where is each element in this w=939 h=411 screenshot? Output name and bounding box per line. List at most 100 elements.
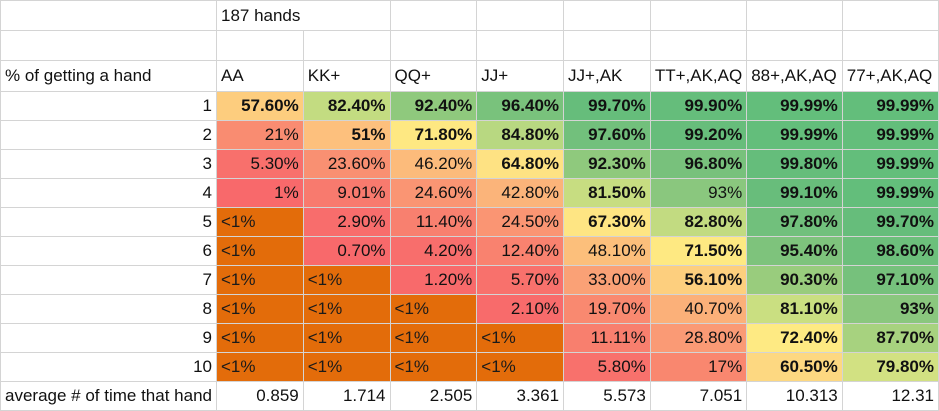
probability-cell[interactable]: 98.60% bbox=[841, 236, 939, 266]
probability-cell[interactable]: <1% bbox=[476, 352, 565, 382]
probability-cell[interactable]: 9.01% bbox=[302, 178, 391, 208]
probability-cell[interactable]: 33.00% bbox=[563, 265, 651, 295]
probability-cell[interactable]: 97.60% bbox=[563, 120, 651, 150]
probability-cell[interactable]: 99.99% bbox=[841, 91, 939, 121]
probability-cell[interactable]: 81.50% bbox=[563, 178, 651, 208]
probability-cell[interactable]: <1% bbox=[302, 323, 391, 353]
average-label-cell[interactable]: average # of time that hand bbox=[0, 381, 217, 411]
probability-cell[interactable]: 24.50% bbox=[476, 207, 565, 237]
probability-cell[interactable]: <1% bbox=[215, 352, 304, 382]
column-header-cell[interactable]: 77+,AK,AQ bbox=[841, 60, 939, 92]
probability-cell[interactable]: 56.10% bbox=[649, 265, 748, 295]
probability-cell[interactable]: 42.80% bbox=[476, 178, 565, 208]
probability-cell[interactable]: 40.70% bbox=[649, 294, 748, 324]
probability-cell[interactable]: 99.10% bbox=[746, 178, 843, 208]
row-number-cell[interactable]: 5 bbox=[0, 207, 217, 237]
probability-cell[interactable]: 2.90% bbox=[302, 207, 391, 237]
row-number-cell[interactable]: 2 bbox=[0, 120, 217, 150]
column-header-cell[interactable]: TT+,AK,AQ bbox=[649, 60, 748, 92]
row-number-cell[interactable]: 3 bbox=[0, 149, 217, 179]
cell-empty[interactable] bbox=[215, 30, 304, 61]
probability-cell[interactable]: 87.70% bbox=[841, 323, 939, 353]
probability-cell[interactable]: 2.10% bbox=[476, 294, 565, 324]
probability-cell[interactable]: 99.99% bbox=[841, 178, 939, 208]
probability-cell[interactable]: 92.30% bbox=[563, 149, 651, 179]
probability-cell[interactable]: 82.80% bbox=[649, 207, 748, 237]
probability-cell[interactable]: <1% bbox=[215, 236, 304, 266]
average-value-cell[interactable]: 3.361 bbox=[476, 381, 565, 411]
cell-empty[interactable] bbox=[841, 0, 939, 31]
column-header-cell[interactable]: QQ+ bbox=[389, 60, 478, 92]
probability-cell[interactable]: 5.80% bbox=[563, 352, 651, 382]
probability-cell[interactable]: 99.20% bbox=[649, 120, 748, 150]
row-number-cell[interactable]: 4 bbox=[0, 178, 217, 208]
row-number-cell[interactable]: 7 bbox=[0, 265, 217, 295]
probability-cell[interactable]: 99.99% bbox=[746, 120, 843, 150]
probability-cell[interactable]: 99.80% bbox=[746, 149, 843, 179]
probability-cell[interactable]: 17% bbox=[649, 352, 748, 382]
probability-cell[interactable]: 1.20% bbox=[389, 265, 478, 295]
cell-empty[interactable] bbox=[302, 30, 391, 61]
cell-empty[interactable] bbox=[746, 30, 843, 61]
probability-cell[interactable]: 84.80% bbox=[476, 120, 565, 150]
probability-cell[interactable]: <1% bbox=[389, 294, 478, 324]
probability-cell[interactable]: <1% bbox=[389, 352, 478, 382]
average-value-cell[interactable]: 0.859 bbox=[215, 381, 304, 411]
probability-cell[interactable]: 51% bbox=[302, 120, 391, 150]
probability-cell[interactable]: 82.40% bbox=[302, 91, 391, 121]
probability-cell[interactable]: 96.80% bbox=[649, 149, 748, 179]
probability-cell[interactable]: 21% bbox=[215, 120, 304, 150]
column-header-cell[interactable]: KK+ bbox=[302, 60, 391, 92]
probability-cell[interactable]: 23.60% bbox=[302, 149, 391, 179]
probability-cell[interactable]: 71.50% bbox=[649, 236, 748, 266]
probability-cell[interactable]: 93% bbox=[649, 178, 748, 208]
average-value-cell[interactable]: 2.505 bbox=[389, 381, 478, 411]
probability-cell[interactable]: 5.70% bbox=[476, 265, 565, 295]
probability-cell[interactable]: <1% bbox=[215, 323, 304, 353]
probability-cell[interactable]: 72.40% bbox=[746, 323, 843, 353]
probability-cell[interactable]: 0.70% bbox=[302, 236, 391, 266]
probability-cell[interactable]: 79.80% bbox=[841, 352, 939, 382]
probability-cell[interactable]: 99.70% bbox=[841, 207, 939, 237]
cell-empty[interactable] bbox=[649, 30, 748, 61]
cell-empty[interactable] bbox=[476, 30, 565, 61]
probability-cell[interactable]: 60.50% bbox=[746, 352, 843, 382]
probability-cell[interactable]: 99.99% bbox=[746, 91, 843, 121]
row-header-label-cell[interactable]: % of getting a hand bbox=[0, 60, 217, 92]
cell-empty[interactable] bbox=[476, 0, 565, 31]
cell-empty[interactable] bbox=[649, 0, 748, 31]
average-value-cell[interactable]: 12.31 bbox=[841, 381, 939, 411]
probability-cell[interactable]: 46.20% bbox=[389, 149, 478, 179]
probability-cell[interactable]: 99.99% bbox=[841, 120, 939, 150]
probability-cell[interactable]: 99.99% bbox=[841, 149, 939, 179]
probability-cell[interactable]: <1% bbox=[215, 294, 304, 324]
probability-cell[interactable]: 81.10% bbox=[746, 294, 843, 324]
average-value-cell[interactable]: 7.051 bbox=[649, 381, 748, 411]
probability-cell[interactable]: 99.70% bbox=[563, 91, 651, 121]
column-header-cell[interactable]: 88+,AK,AQ bbox=[746, 60, 843, 92]
probability-cell[interactable]: 28.80% bbox=[649, 323, 748, 353]
probability-cell[interactable]: 19.70% bbox=[563, 294, 651, 324]
probability-cell[interactable]: <1% bbox=[302, 265, 391, 295]
cell-empty[interactable] bbox=[389, 0, 478, 31]
probability-cell[interactable]: <1% bbox=[215, 265, 304, 295]
row-number-cell[interactable]: 6 bbox=[0, 236, 217, 266]
probability-cell[interactable]: 93% bbox=[841, 294, 939, 324]
probability-cell[interactable]: <1% bbox=[215, 207, 304, 237]
probability-cell[interactable]: 96.40% bbox=[476, 91, 565, 121]
probability-cell[interactable]: 57.60% bbox=[215, 91, 304, 121]
probability-cell[interactable]: 11.11% bbox=[563, 323, 651, 353]
cell-empty[interactable] bbox=[563, 30, 651, 61]
probability-cell[interactable]: 90.30% bbox=[746, 265, 843, 295]
probability-cell[interactable]: 24.60% bbox=[389, 178, 478, 208]
probability-cell[interactable]: 4.20% bbox=[389, 236, 478, 266]
probability-cell[interactable]: <1% bbox=[302, 352, 391, 382]
cell-empty[interactable] bbox=[841, 30, 939, 61]
probability-cell[interactable]: <1% bbox=[302, 294, 391, 324]
probability-cell[interactable]: 12.40% bbox=[476, 236, 565, 266]
probability-cell[interactable]: 1% bbox=[215, 178, 304, 208]
row-number-cell[interactable]: 1 bbox=[0, 91, 217, 121]
cell-empty[interactable] bbox=[563, 0, 651, 31]
probability-cell[interactable]: 67.30% bbox=[563, 207, 651, 237]
probability-cell[interactable]: <1% bbox=[476, 323, 565, 353]
